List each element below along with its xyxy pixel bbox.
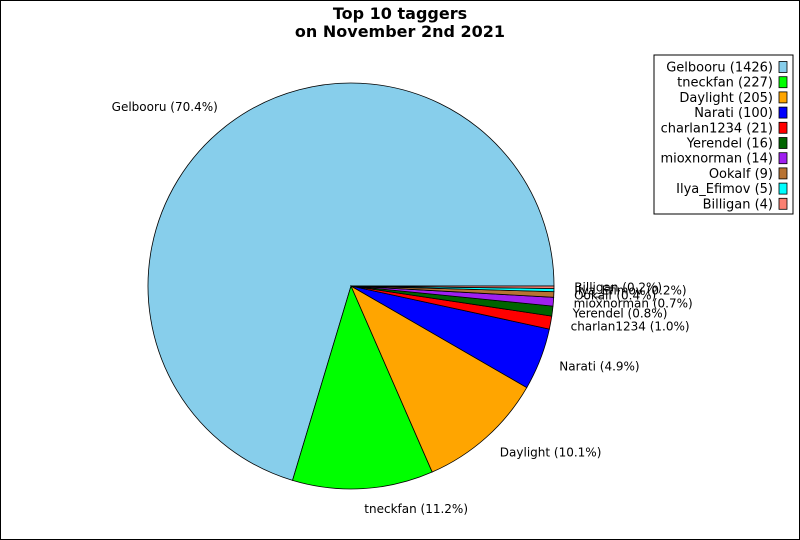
slice-label-ilya-efimov: Ilya_Efimov (0.2%) <box>574 284 686 298</box>
legend-box <box>653 54 794 215</box>
slice-label-narati: Narati (4.9%) <box>559 360 639 374</box>
pie-slice-tneckfan <box>292 284 433 490</box>
pie-slice-billigan <box>350 285 555 289</box>
slice-label-mioxnorman: mioxnorman (0.7%) <box>574 296 693 310</box>
legend-label-yerendel: Yerendel (16) <box>686 137 773 152</box>
legend-swatch-billigan <box>778 197 788 210</box>
legend-swatch-mioxnorman <box>778 152 788 165</box>
slice-label-yerendel: Yerendel (0.8%) <box>572 307 668 321</box>
slice-label-ookalf: Ookalf (0.4%) <box>574 288 656 302</box>
pie-slice-daylight <box>350 285 528 473</box>
legend-swatch-yerendel <box>778 137 788 149</box>
chart-title-line-2: on November 2nd 2021 <box>295 22 505 41</box>
legend-label-charlan1234: charlan1234 (21) <box>661 121 773 136</box>
slice-label-billigan: Billigan (0.2%) <box>574 280 662 294</box>
slice-label-gelbooru: Gelbooru (70.4%) <box>112 100 218 114</box>
legend: Gelbooru (1426)tneckfan (227)Daylight (2… <box>653 54 794 215</box>
legend-label-ookalf: Ookalf (9) <box>709 167 773 182</box>
legend-label-ilya-efimov: Ilya_Efimov (5) <box>676 182 773 197</box>
legend-label-billigan: Billigan (4) <box>703 197 773 212</box>
legend-swatch-charlan1234 <box>778 121 788 134</box>
legend-swatch-tneckfan <box>778 76 788 89</box>
legend-swatch-ilya-efimov <box>778 182 788 195</box>
legend-swatch-gelbooru <box>778 61 788 73</box>
legend-swatch-ookalf <box>778 167 788 180</box>
legend-label-narati: Narati (100) <box>694 106 773 121</box>
chart-title-line-1: Top 10 taggers <box>333 4 467 23</box>
legend-label-tneckfan: tneckfan (227) <box>677 76 773 91</box>
legend-swatch-daylight <box>778 91 788 104</box>
legend-label-mioxnorman: mioxnorman (14) <box>660 152 773 167</box>
slice-label-daylight: Daylight (10.1%) <box>500 446 602 460</box>
pie-slice-labels: Gelbooru (70.4%) tneckfan (11.2%) Daylight… <box>112 100 693 516</box>
pie-slices <box>147 82 555 490</box>
legend-label-daylight: Daylight (205) <box>679 91 773 106</box>
legend-label-gelbooru: Gelbooru (1426) <box>666 61 773 76</box>
slice-label-charlan1234: charlan1234 (1.0%) <box>571 319 690 333</box>
pie-slice-gelbooru <box>147 82 555 481</box>
slice-label-tneckfan: tneckfan (11.2%) <box>364 502 468 516</box>
legend-swatch-narati <box>778 106 788 119</box>
